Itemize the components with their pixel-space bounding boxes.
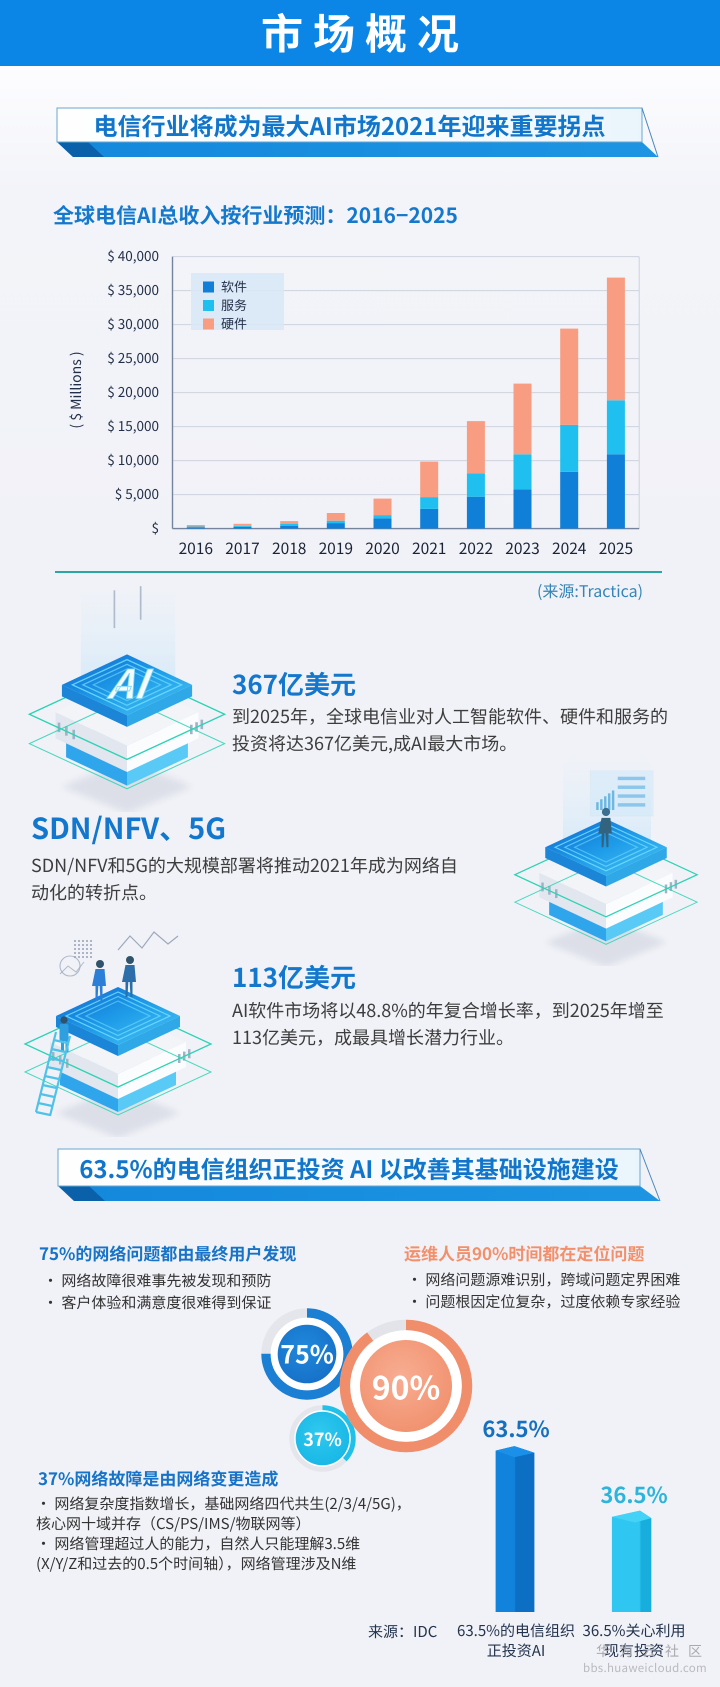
svg-text:$ 20,000: $ 20,000: [107, 381, 159, 401]
svg-text:2024: 2024: [552, 537, 587, 559]
svg-text:37%: 37%: [303, 1426, 342, 1452]
svg-text:( $ Millions ): ( $ Millions ): [66, 351, 86, 428]
svg-text:2020: 2020: [365, 537, 399, 559]
svg-text:2017: 2017: [225, 537, 259, 559]
svg-text:$ 15,000: $ 15,000: [107, 415, 159, 435]
svg-text:2022: 2022: [459, 537, 493, 559]
svg-text:2023: 2023: [505, 537, 539, 559]
svg-text:90%: 90%: [372, 1363, 441, 1409]
svg-text:2019: 2019: [319, 537, 353, 559]
svg-text:$: $: [152, 517, 160, 537]
svg-text:软件: 软件: [221, 277, 247, 296]
svg-text:2018: 2018: [272, 537, 306, 559]
svg-text:2025: 2025: [599, 537, 633, 559]
svg-text:$ 25,000: $ 25,000: [107, 347, 159, 367]
svg-text:硬件: 硬件: [221, 314, 247, 333]
svg-text:2021: 2021: [412, 537, 446, 559]
svg-text:2016: 2016: [179, 537, 213, 559]
svg-text:$ 10,000: $ 10,000: [107, 449, 159, 469]
svg-text:$ 5,000: $ 5,000: [115, 483, 159, 503]
svg-text:$ 30,000: $ 30,000: [107, 313, 159, 333]
svg-text:75%: 75%: [280, 1335, 334, 1371]
svg-text:$ 35,000: $ 35,000: [107, 279, 159, 299]
svg-text:$ 40,000: $ 40,000: [107, 245, 159, 265]
svg-text:服务: 服务: [221, 295, 247, 314]
